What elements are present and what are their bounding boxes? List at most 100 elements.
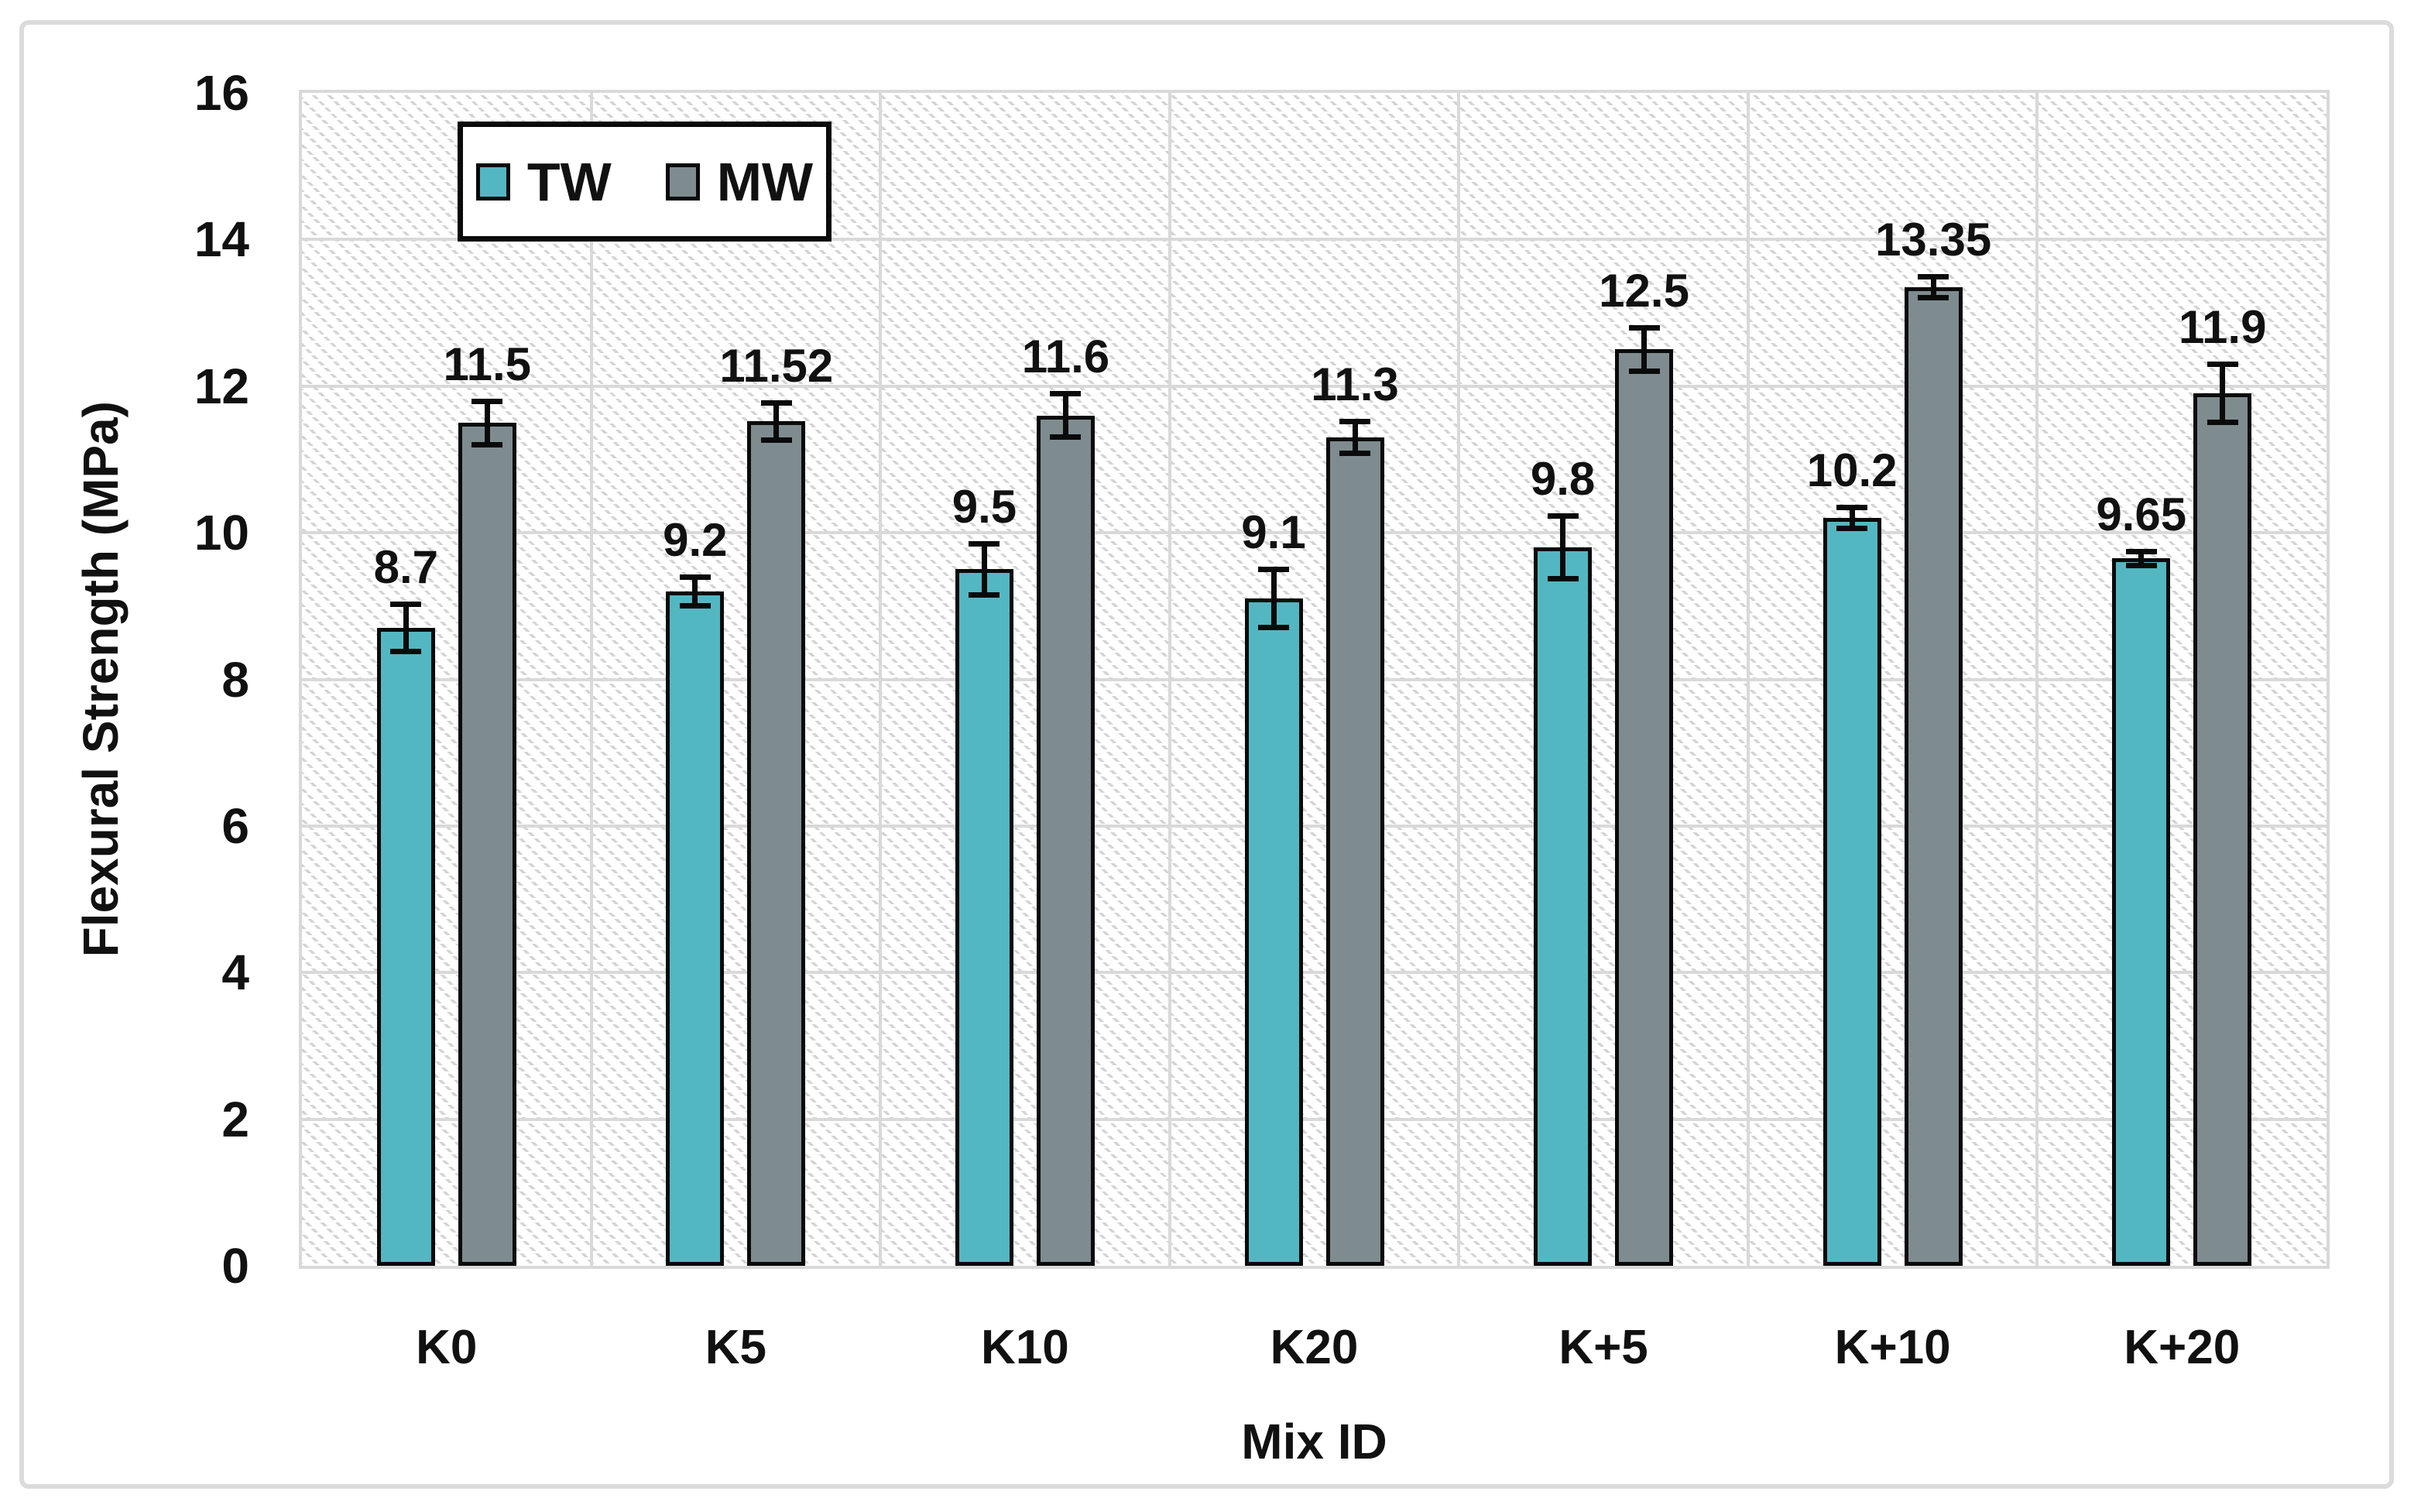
value-label-mw-k+10: 13.35 xyxy=(1875,213,1992,266)
bar-mw-k0 xyxy=(458,423,516,1266)
bar-mw-k20 xyxy=(1325,437,1384,1266)
bar-tw-k+20 xyxy=(2112,558,2171,1266)
error-bar-cap-top xyxy=(2125,548,2157,554)
error-bar-line xyxy=(1930,276,1936,299)
error-bar-line xyxy=(773,402,780,441)
value-label-mw-k10: 11.6 xyxy=(1021,331,1110,383)
gridline-horizontal xyxy=(302,824,2327,828)
y-tick-label: 8 xyxy=(221,651,249,708)
x-axis-title-strip: Mix ID xyxy=(302,1413,2327,1470)
error-bar-cap-top xyxy=(471,398,503,404)
x-axis-title: Mix ID xyxy=(1241,1414,1387,1469)
error-bar-line xyxy=(1270,569,1277,629)
gridline-vertical xyxy=(589,93,593,1266)
y-tick-label: 2 xyxy=(221,1091,249,1147)
error-bar-cap-bottom xyxy=(471,441,503,447)
legend-label-mw: MW xyxy=(716,151,814,212)
error-bar-line xyxy=(1560,516,1566,579)
x-category-label-k0: K0 xyxy=(416,1321,478,1374)
value-label-mw-k+20: 11.9 xyxy=(2178,301,2267,354)
value-label-mw-k+5: 12.5 xyxy=(1599,265,1689,317)
error-bar-line xyxy=(981,543,987,595)
gridline-vertical xyxy=(1168,93,1171,1266)
bar-mw-k+20 xyxy=(2193,393,2252,1266)
error-bar-cap-top xyxy=(1547,513,1579,519)
y-tick-label: 6 xyxy=(221,797,249,854)
bar-tw-k10 xyxy=(955,569,1013,1266)
value-label-tw-k+5: 9.8 xyxy=(1530,453,1596,506)
y-tick-label: 12 xyxy=(194,358,249,414)
error-bar-cap-bottom xyxy=(1918,295,1949,301)
error-bar-cap-bottom xyxy=(969,591,1000,598)
error-bar-cap-bottom xyxy=(2207,420,2238,426)
gridline-horizontal xyxy=(302,384,2327,388)
value-label-tw-k20: 9.1 xyxy=(1241,506,1306,559)
bar-tw-k5 xyxy=(666,591,725,1266)
error-bar-cap-top xyxy=(1628,325,1660,331)
value-label-mw-k5: 11.52 xyxy=(719,339,834,392)
bar-mw-k+5 xyxy=(1615,349,1674,1266)
error-bar-cap-top xyxy=(1050,391,1082,397)
x-category-label-k5: K5 xyxy=(705,1321,766,1374)
y-tick-label: 16 xyxy=(194,65,249,121)
gridline-horizontal xyxy=(302,531,2327,535)
gridline-vertical xyxy=(879,93,883,1266)
bar-mw-k10 xyxy=(1036,415,1095,1266)
error-bar-cap-bottom xyxy=(1258,625,1289,631)
gridline-horizontal xyxy=(302,238,2327,242)
gridline-horizontal xyxy=(302,677,2327,681)
gridline-vertical xyxy=(1457,93,1461,1266)
bar-tw-k+10 xyxy=(1823,518,1881,1266)
error-bar-cap-bottom xyxy=(390,649,422,655)
error-bar-line xyxy=(2138,550,2145,566)
bar-mw-k5 xyxy=(747,421,806,1266)
x-category-label-k20: K20 xyxy=(1270,1321,1359,1374)
error-bar-line xyxy=(403,603,409,653)
y-tick-label: 14 xyxy=(194,211,249,268)
value-label-tw-k+10: 10.2 xyxy=(1806,444,1898,496)
error-bar-cap-top xyxy=(760,399,792,406)
error-bar-line xyxy=(1849,506,1855,530)
y-tick-label: 4 xyxy=(221,945,249,1001)
error-bar-cap-bottom xyxy=(679,602,711,609)
error-bar-cap-top xyxy=(969,541,1000,547)
bar-tw-k0 xyxy=(376,628,435,1266)
error-bar-cap-bottom xyxy=(1836,526,1868,532)
gridline-horizontal xyxy=(302,1117,2327,1121)
value-label-tw-k5: 9.2 xyxy=(663,513,728,566)
error-bar-line xyxy=(1641,327,1648,372)
gridline-horizontal xyxy=(302,971,2327,975)
error-bar-cap-bottom xyxy=(2125,562,2157,568)
error-bar-cap-bottom xyxy=(760,437,792,443)
bar-tw-k+5 xyxy=(1534,547,1593,1266)
figure-outer-border xyxy=(19,20,2394,1489)
bar-tw-k20 xyxy=(1244,598,1303,1266)
y-tick-label: 10 xyxy=(194,505,249,561)
legend: TW MW xyxy=(458,122,832,242)
error-bar-cap-top xyxy=(2207,362,2238,368)
legend-label-tw: TW xyxy=(526,151,612,212)
error-bar-cap-top xyxy=(1836,504,1868,510)
legend-swatch-mw xyxy=(665,163,700,201)
gridline-vertical xyxy=(2035,93,2039,1266)
error-bar-cap-bottom xyxy=(1547,575,1579,581)
plot-area: 8.7 11.5 9.2 11.52 9.5 11.6 9.1 11.3 9.8 12.5 10.2… xyxy=(299,90,2330,1269)
error-bar-line xyxy=(484,400,490,445)
error-bar-cap-top xyxy=(679,574,711,580)
error-bar-cap-top xyxy=(390,601,422,607)
value-label-tw-k10: 9.5 xyxy=(952,481,1017,533)
value-label-mw-k20: 11.3 xyxy=(1311,358,1399,411)
error-bar-line xyxy=(1352,421,1358,454)
error-bar-line xyxy=(692,576,698,606)
x-category-label-k+10: K+10 xyxy=(1834,1321,1951,1374)
error-bar-cap-bottom xyxy=(1050,434,1082,441)
error-bar-line xyxy=(2220,364,2226,423)
error-bar-cap-bottom xyxy=(1628,368,1660,374)
value-label-tw-k0: 8.7 xyxy=(373,540,438,593)
value-label-tw-k+20: 9.65 xyxy=(2096,488,2187,540)
x-category-label-k10: K10 xyxy=(981,1321,1069,1374)
x-category-label-k+20: K+20 xyxy=(2124,1321,2241,1374)
gridline-vertical xyxy=(1746,93,1750,1266)
error-bar-cap-top xyxy=(1918,273,1949,279)
